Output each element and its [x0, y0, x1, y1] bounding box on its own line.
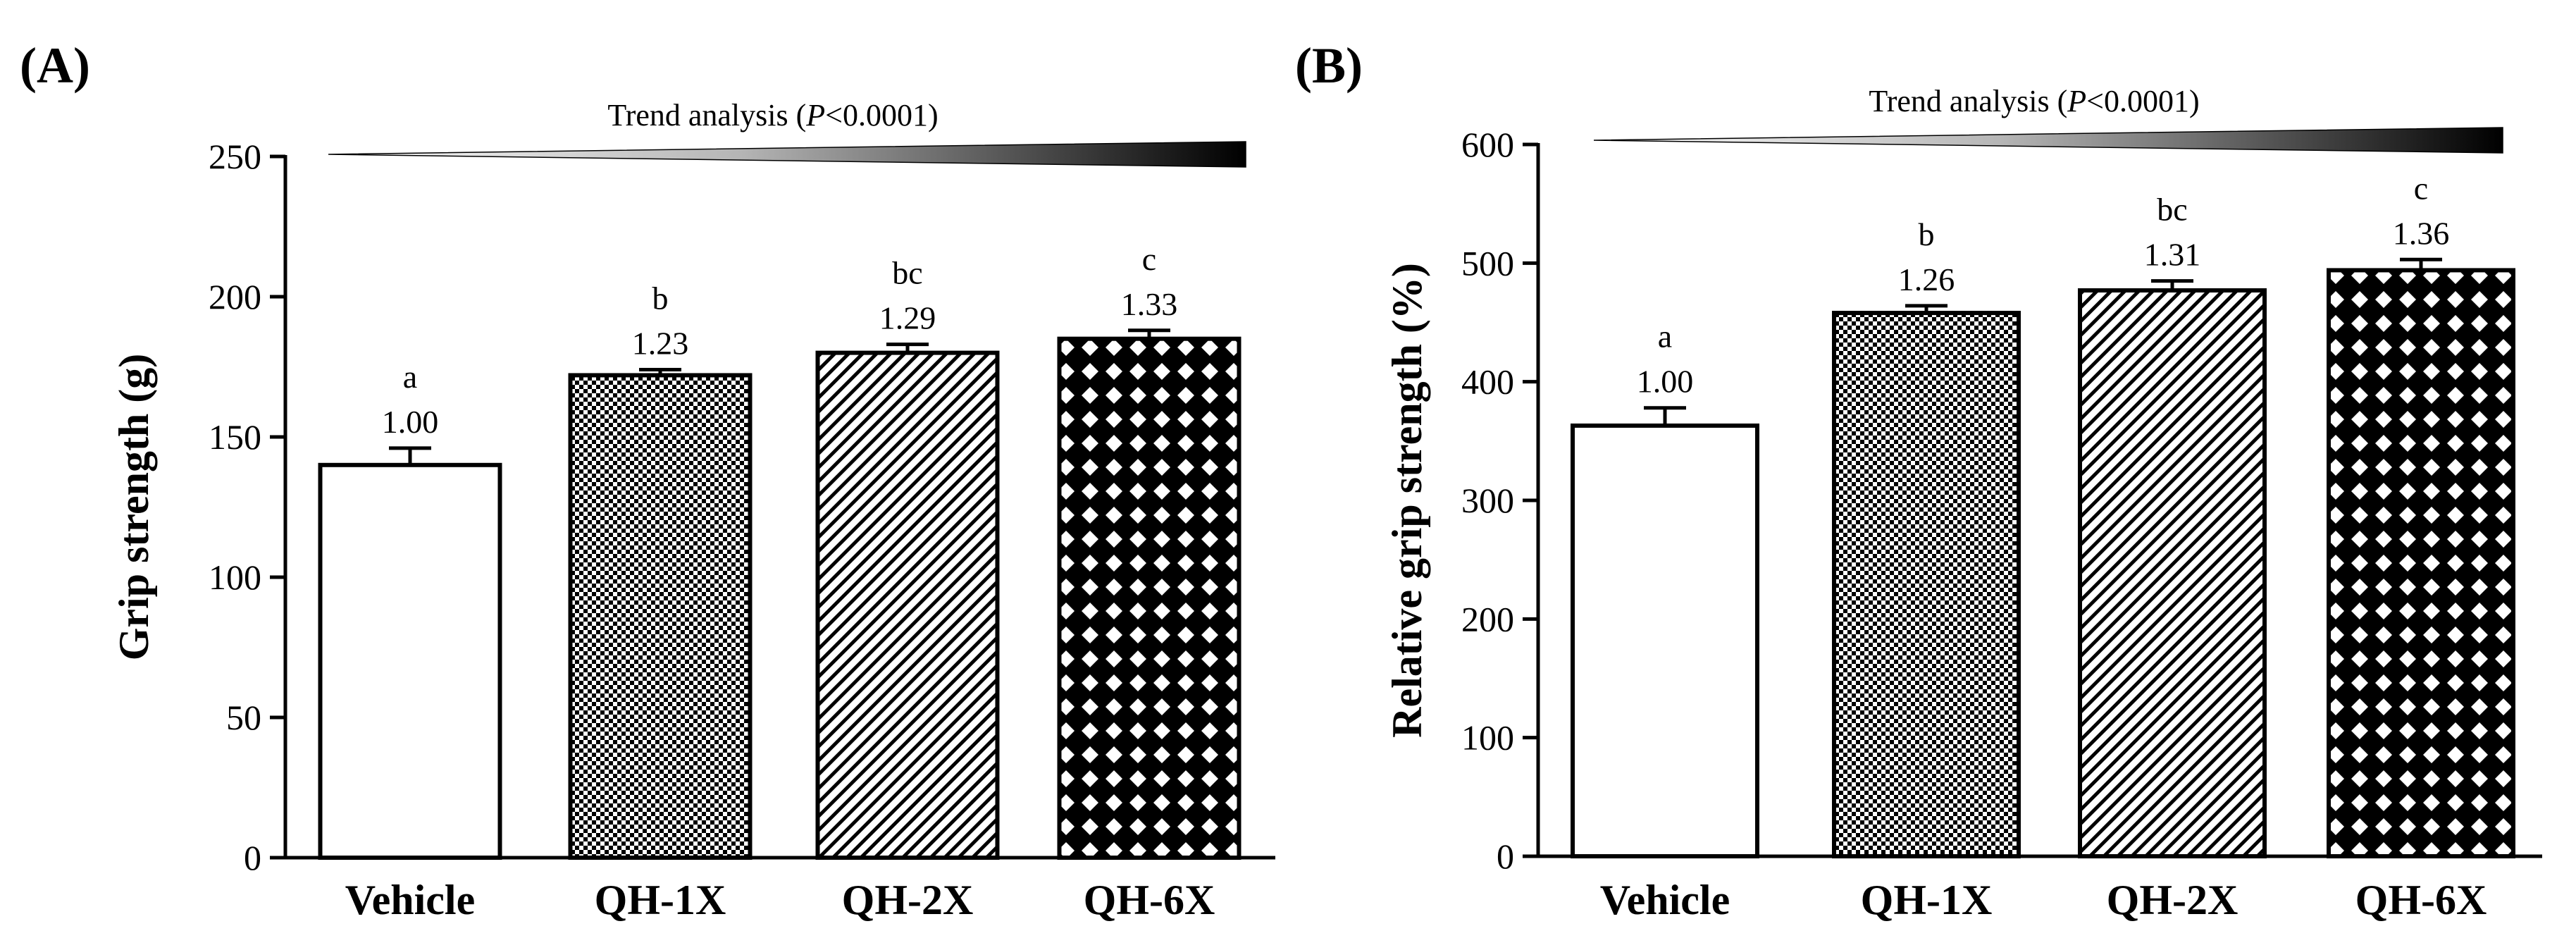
category-label: QH-1X: [595, 877, 726, 923]
bar-ratio-label: 1.36: [2393, 215, 2450, 251]
y-tick-label: 0: [1497, 837, 1514, 876]
bar: [1057, 336, 1241, 860]
trend-label: Trend analysis (P<0.0001): [607, 98, 938, 132]
bar-letter-label: bc: [892, 255, 922, 291]
category-label: Vehicle: [345, 877, 475, 923]
bar: [2078, 288, 2267, 858]
bar-ratio-label: 1.31: [2144, 237, 2201, 273]
y-tick-label: 300: [1461, 481, 1514, 520]
y-tick-label: 500: [1461, 243, 1514, 283]
y-tick-label: 200: [1461, 599, 1514, 639]
bar: [1832, 311, 2021, 858]
bar-letter-label: b: [1919, 216, 1935, 252]
bar: [318, 462, 502, 860]
bar: [1571, 423, 1759, 858]
y-axis-label: Grip strength (g): [111, 354, 157, 661]
y-tick-label: 100: [209, 557, 261, 597]
category-label: QH-2X: [842, 877, 974, 923]
bar-letter-label: a: [1658, 319, 1672, 354]
trend-wedge: [1593, 127, 2503, 154]
bar-letter-label: a: [403, 359, 417, 395]
bar-ratio-label: 1.00: [382, 404, 439, 440]
y-tick-label: 250: [209, 137, 261, 176]
category-label: QH-1X: [1861, 877, 1993, 923]
y-tick-label: 600: [1461, 125, 1514, 164]
panel-label-a: (A): [20, 37, 90, 94]
bar-ratio-label: 1.26: [1898, 261, 1955, 297]
y-tick-label: 0: [244, 838, 261, 877]
y-tick-label: 150: [209, 417, 261, 457]
y-tick-label: 400: [1461, 362, 1514, 402]
bar: [815, 350, 1000, 860]
trend-wedge: [328, 141, 1246, 168]
category-label: QH-6X: [2355, 877, 2487, 923]
bar: [2327, 268, 2515, 858]
category-label: QH-6X: [1084, 877, 1215, 923]
y-tick-label: 100: [1461, 718, 1514, 758]
bar-ratio-label: 1.29: [879, 300, 936, 336]
category-label: QH-2X: [2107, 877, 2238, 923]
bar-ratio-label: 1.23: [632, 325, 689, 361]
y-tick-label: 50: [226, 698, 261, 737]
y-axis-label: Relative grip strength (%): [1384, 263, 1430, 738]
bar-letter-label: c: [2414, 170, 2428, 206]
category-label: Vehicle: [1600, 877, 1730, 923]
bar-letter-label: b: [652, 280, 669, 316]
bar-ratio-label: 1.00: [1637, 364, 1694, 400]
trend-label: Trend analysis (P<0.0001): [1869, 84, 2199, 118]
panel-label-b: (B): [1295, 37, 1363, 94]
bar-ratio-label: 1.33: [1121, 286, 1178, 322]
y-tick-label: 200: [209, 277, 261, 316]
bar: [568, 373, 753, 860]
bar-letter-label: bc: [2157, 192, 2187, 228]
bar-letter-label: c: [1142, 241, 1156, 277]
